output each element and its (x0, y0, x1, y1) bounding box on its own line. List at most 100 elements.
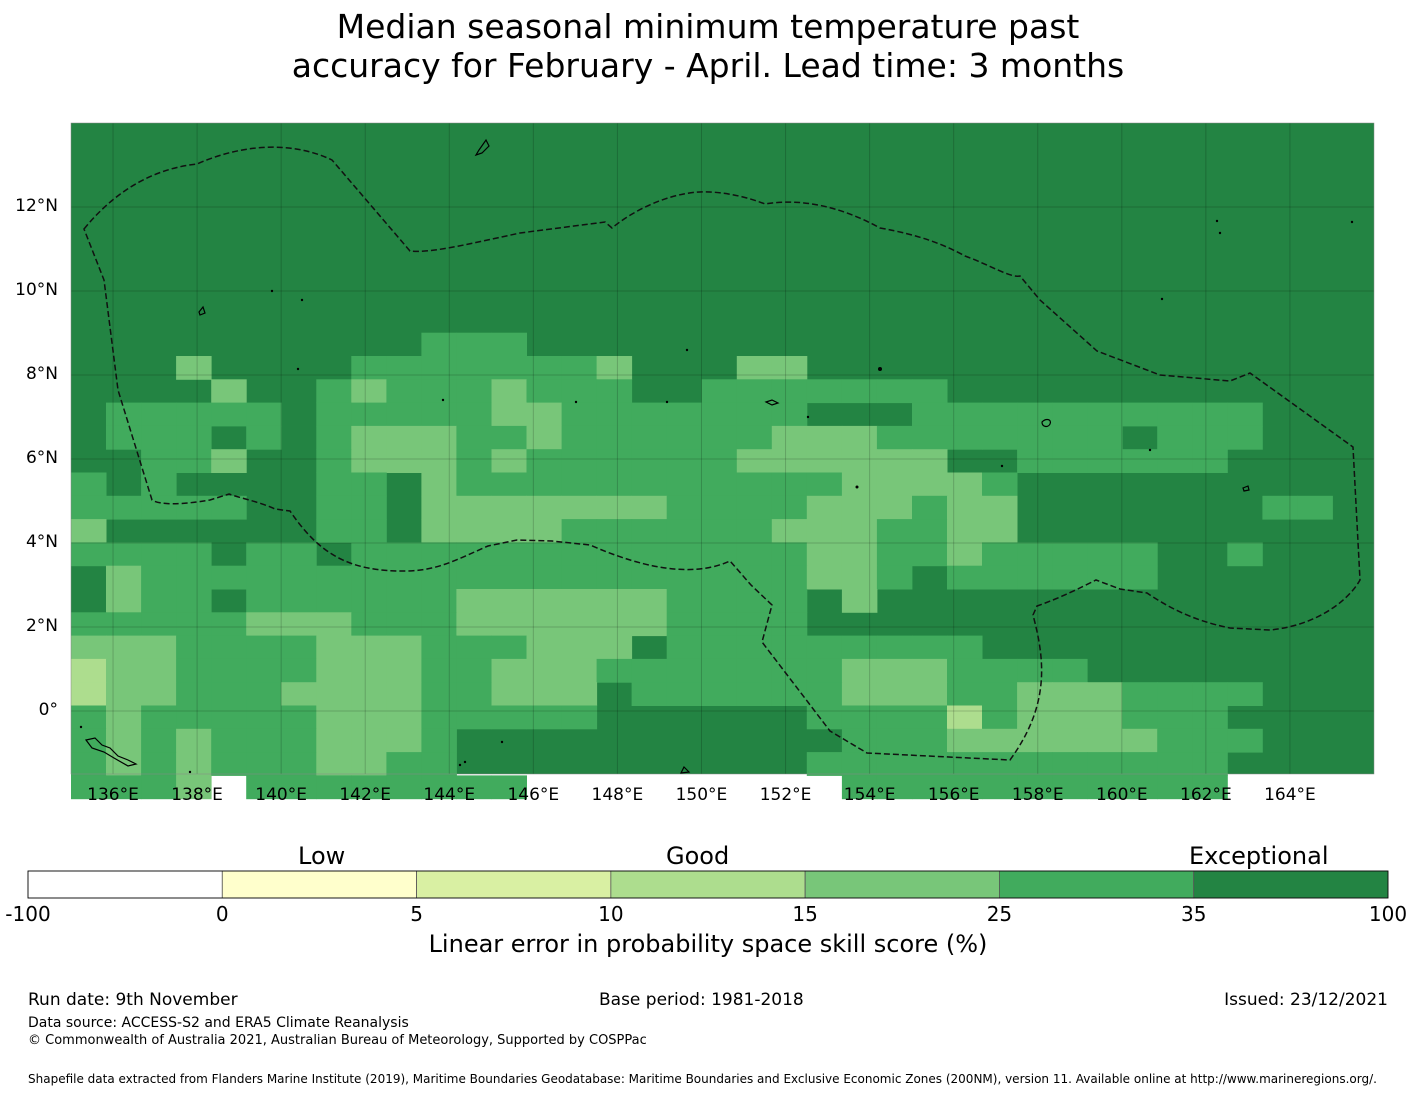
score-cell (771, 472, 808, 497)
guam-outline (474, 138, 490, 157)
score-cell (1122, 752, 1158, 776)
score-cell (246, 635, 282, 660)
score-cell (1017, 425, 1053, 450)
score-cell (456, 705, 492, 730)
score-cell (386, 728, 422, 753)
score-cell (421, 402, 457, 427)
score-cell (386, 565, 422, 590)
base-period: Base period: 1981-2018 (599, 990, 804, 1010)
score-cell (701, 612, 738, 637)
colorbar (27, 870, 1389, 899)
score-cell (982, 705, 1018, 730)
score-cell (421, 775, 457, 800)
score-cell (561, 402, 598, 427)
score-cell (736, 495, 773, 520)
score-cell (561, 682, 598, 706)
score-cell (841, 542, 878, 567)
score-cell (491, 519, 527, 543)
score-cell (316, 705, 352, 730)
score-cell (561, 565, 598, 590)
score-cell (456, 519, 492, 543)
score-cell (771, 542, 808, 567)
score-cell (421, 379, 457, 404)
latitude-label: 8°N (25, 364, 58, 384)
png-coast-outline (84, 737, 138, 767)
score-cell (141, 775, 177, 800)
score-cell (947, 682, 983, 706)
score-cell (421, 449, 457, 473)
score-cell (176, 425, 212, 450)
score-cell (456, 495, 492, 520)
score-cell (806, 519, 843, 543)
score-cell (666, 542, 703, 567)
colorbar-tick-label: -100 (5, 902, 51, 926)
score-cell (596, 425, 633, 450)
score-cell (771, 658, 808, 683)
score-cell (421, 495, 457, 520)
score-cell (106, 612, 142, 637)
score-cell (351, 682, 387, 706)
score-cell (912, 728, 948, 753)
score-cell (211, 705, 247, 730)
score-cell (71, 542, 107, 567)
score-cell (456, 402, 492, 427)
score-cell (386, 379, 422, 404)
score-cell (841, 449, 878, 473)
score-cell (421, 425, 457, 450)
score-cell (561, 449, 598, 473)
score-cell (561, 519, 598, 543)
score-cell (491, 682, 527, 706)
score-cell (666, 472, 703, 497)
score-cell (526, 425, 562, 450)
score-cell (1017, 658, 1053, 683)
score-cell (1017, 542, 1053, 567)
score-cell (876, 705, 913, 730)
score-cell (912, 425, 948, 450)
score-cell (947, 472, 983, 497)
score-cell (246, 425, 282, 450)
score-cell (491, 658, 527, 683)
score-cell (912, 495, 948, 520)
score-cell (71, 658, 107, 683)
score-cell (947, 705, 983, 730)
score-cell (491, 705, 527, 730)
score-cell (386, 635, 422, 660)
score-cell (841, 495, 878, 520)
score-cell (176, 402, 212, 427)
score-cell (176, 495, 212, 520)
score-cell (386, 705, 422, 730)
score-cell (1157, 775, 1193, 800)
score-cell (71, 519, 107, 543)
score-cell (1052, 402, 1088, 427)
score-cell (736, 402, 773, 427)
small-island-dots (79, 219, 1354, 774)
shapefile-credit: Shapefile data extracted from Flanders M… (28, 1072, 1377, 1086)
score-cell (771, 356, 808, 380)
score-cell (176, 775, 212, 800)
score-cell (876, 519, 913, 543)
score-cell (947, 728, 983, 753)
score-cell (281, 635, 317, 660)
longitude-label: 144°E (423, 785, 476, 805)
score-cell (1052, 449, 1088, 473)
score-cell (876, 425, 913, 450)
score-cell (526, 449, 562, 473)
score-cell (736, 356, 773, 380)
score-cell (771, 402, 808, 427)
score-cell (246, 775, 282, 800)
score-cell (876, 775, 913, 800)
score-cell (491, 635, 527, 660)
colorbar-segment (804, 870, 1000, 899)
score-cell (912, 682, 948, 706)
score-cell (71, 752, 107, 776)
score-cell (947, 495, 983, 520)
score-cell (351, 449, 387, 473)
score-cell (386, 612, 422, 637)
score-cell (1227, 425, 1263, 450)
score-cell (351, 565, 387, 590)
score-cell (246, 612, 282, 637)
score-cell (421, 635, 457, 660)
colorbar-segment (221, 870, 417, 899)
score-cell (106, 775, 142, 800)
score-cell (281, 658, 317, 683)
